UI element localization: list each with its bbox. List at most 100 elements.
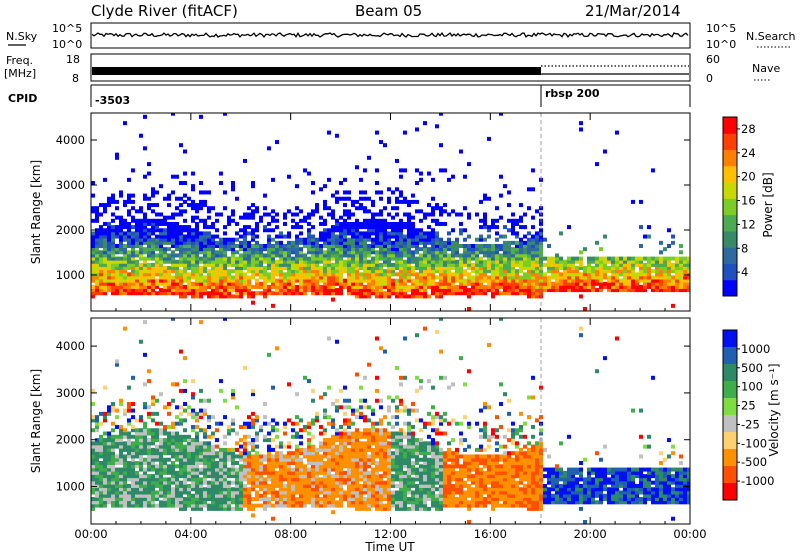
velocity-cell bbox=[307, 497, 311, 502]
velocity-cell bbox=[143, 421, 147, 426]
velocity-cell bbox=[115, 490, 119, 495]
power-cell bbox=[571, 266, 575, 271]
power-cell bbox=[291, 269, 295, 274]
velocity-cell bbox=[139, 487, 143, 492]
power-cell bbox=[359, 294, 363, 299]
velocity-cell bbox=[323, 477, 327, 482]
power-cell bbox=[375, 240, 379, 245]
velocity-cell bbox=[363, 506, 367, 511]
power-cell bbox=[271, 262, 275, 267]
velocity-cell bbox=[319, 431, 323, 436]
power-cell bbox=[95, 240, 99, 245]
power-cell bbox=[111, 256, 115, 261]
power-cell bbox=[415, 181, 419, 185]
velocity-cell bbox=[215, 467, 219, 472]
power-cell bbox=[619, 281, 623, 286]
velocity-cell bbox=[351, 434, 355, 439]
velocity-cell bbox=[183, 438, 187, 443]
velocity-cell bbox=[143, 434, 147, 439]
power-cell bbox=[451, 228, 455, 233]
power-cell bbox=[203, 231, 207, 236]
power-cell bbox=[127, 250, 131, 255]
power-cell bbox=[439, 250, 443, 255]
power-cell bbox=[131, 247, 135, 252]
velocity-cell bbox=[271, 474, 275, 479]
power-cell bbox=[375, 269, 379, 274]
velocity-cell bbox=[139, 480, 143, 485]
power-cell bbox=[483, 262, 487, 267]
velocity-cell bbox=[195, 480, 199, 485]
power-cell bbox=[219, 294, 223, 299]
power-cell bbox=[199, 272, 203, 277]
velocity-cell bbox=[311, 500, 315, 505]
power-cell bbox=[271, 218, 275, 223]
power-cell bbox=[367, 234, 371, 239]
velocity-cell bbox=[207, 490, 211, 495]
velocity-cell bbox=[131, 500, 135, 505]
velocity-cell bbox=[135, 441, 139, 446]
velocity-cell bbox=[115, 434, 119, 439]
velocity-cell bbox=[363, 461, 367, 466]
power-cell bbox=[191, 275, 195, 280]
power-cell bbox=[299, 225, 303, 230]
velocity-cell bbox=[127, 461, 131, 466]
power-cell bbox=[519, 278, 523, 283]
power-cell bbox=[503, 253, 507, 258]
velocity-cell bbox=[119, 490, 123, 495]
velocity-cell bbox=[347, 431, 351, 436]
velocity-cell bbox=[191, 500, 195, 505]
power-cell bbox=[143, 146, 147, 151]
velocity-cell bbox=[259, 454, 263, 459]
power-cell bbox=[207, 278, 211, 283]
velocity-cell bbox=[199, 477, 203, 482]
velocity-cell bbox=[367, 480, 371, 485]
power-cell bbox=[135, 281, 139, 286]
velocity-cell bbox=[235, 480, 239, 485]
power-cell bbox=[519, 237, 523, 242]
power-cell bbox=[639, 225, 643, 230]
power-cell bbox=[295, 206, 299, 211]
velocity-cell bbox=[327, 444, 331, 449]
velocity-cell bbox=[375, 336, 379, 341]
power-cell bbox=[675, 269, 679, 274]
power-cell bbox=[267, 291, 271, 296]
power-cell bbox=[499, 193, 503, 198]
power-cell bbox=[95, 215, 99, 220]
velocity-cell bbox=[219, 487, 223, 492]
power-cell bbox=[347, 225, 351, 230]
power-cell bbox=[243, 247, 247, 252]
power-cell bbox=[431, 266, 435, 271]
power-cell bbox=[151, 203, 155, 208]
power-cell bbox=[507, 291, 511, 296]
power-cell bbox=[163, 284, 167, 289]
power-cell bbox=[255, 269, 259, 274]
velocity-cell bbox=[319, 477, 323, 482]
power-cell bbox=[267, 256, 271, 261]
velocity-cell bbox=[399, 487, 403, 492]
velocity-cell bbox=[323, 461, 327, 466]
power-cell bbox=[399, 247, 403, 252]
power-cell bbox=[303, 284, 307, 289]
power-cell bbox=[379, 140, 383, 145]
velocity-cell bbox=[191, 424, 195, 429]
power-cell bbox=[683, 259, 687, 264]
velocity-cell bbox=[159, 421, 163, 426]
velocity-cell bbox=[91, 464, 95, 469]
velocity-cell bbox=[199, 483, 203, 488]
power-cell bbox=[471, 291, 475, 296]
power-cell bbox=[487, 253, 491, 258]
power-cell bbox=[195, 203, 199, 208]
power-cell bbox=[451, 250, 455, 255]
power-cell bbox=[555, 253, 559, 258]
power-cell bbox=[191, 262, 195, 267]
velocity-cell bbox=[127, 405, 131, 410]
power-cell bbox=[259, 281, 263, 286]
power-cell bbox=[139, 244, 143, 248]
velocity-cell bbox=[355, 438, 359, 443]
velocity-cell bbox=[243, 457, 247, 462]
velocity-cell bbox=[267, 421, 271, 426]
power-cell bbox=[107, 256, 111, 261]
power-cell bbox=[631, 275, 635, 280]
velocity-cell bbox=[267, 451, 271, 456]
power-cell bbox=[531, 281, 535, 286]
